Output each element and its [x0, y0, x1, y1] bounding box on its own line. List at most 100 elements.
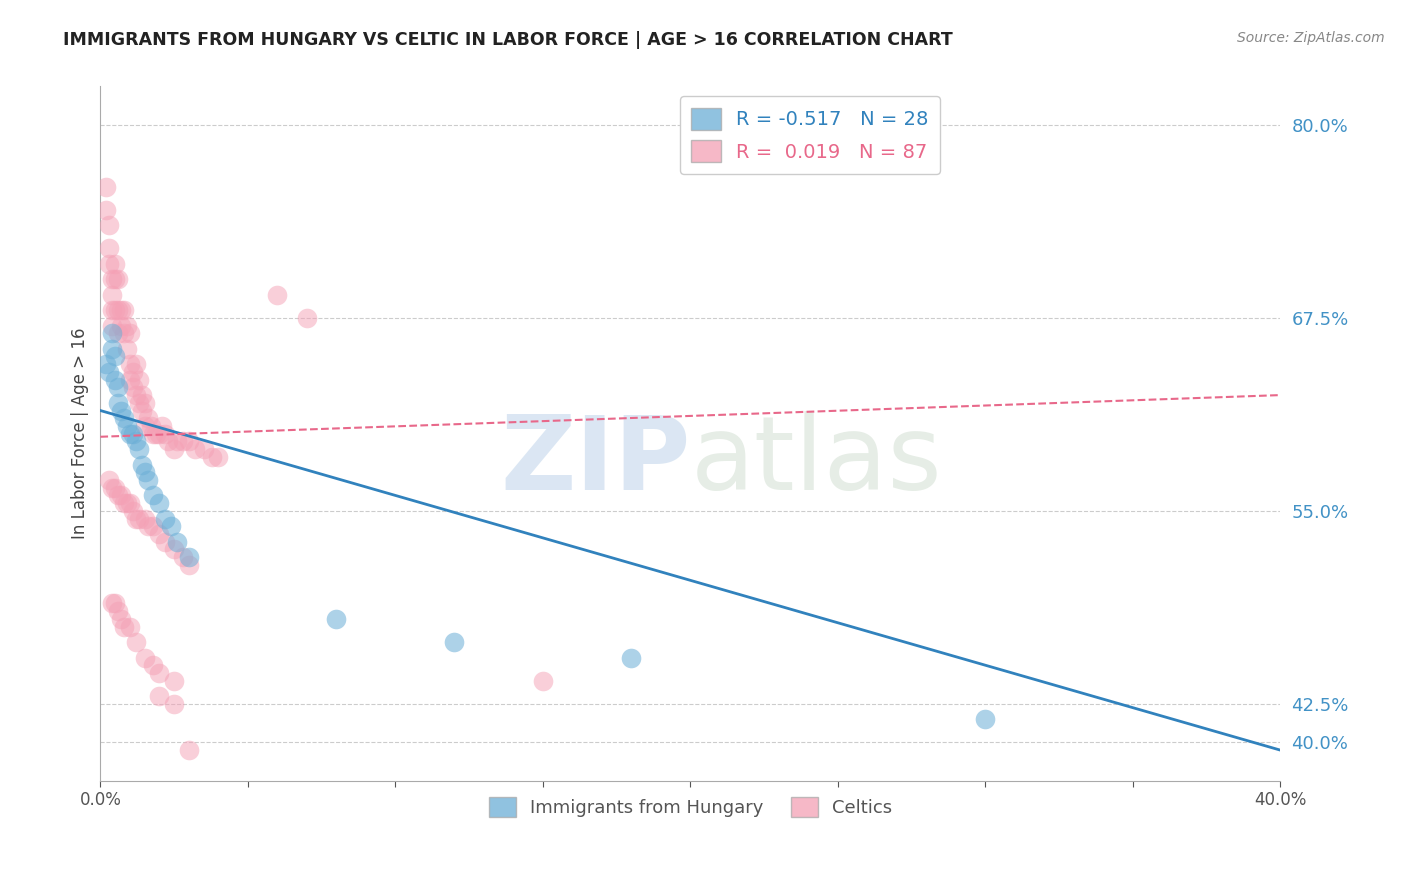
Point [118, 373, 141, 387]
Point [177, 743, 200, 757]
Point [266, 287, 288, 301]
Point [142, 488, 165, 502]
Point [98, 257, 121, 271]
Point [101, 272, 124, 286]
Point [112, 411, 135, 425]
Point [134, 419, 156, 434]
Point [107, 380, 129, 394]
Point [118, 496, 141, 510]
Point [134, 511, 156, 525]
Point [98, 473, 121, 487]
Point [107, 604, 129, 618]
Point [136, 519, 159, 533]
Point [101, 287, 124, 301]
Point [157, 434, 180, 449]
Point [172, 434, 194, 449]
Point [207, 450, 229, 464]
Point [166, 434, 188, 449]
Point [139, 419, 162, 434]
Point [104, 373, 127, 387]
Point [134, 650, 156, 665]
Point [101, 318, 124, 333]
Point [121, 426, 143, 441]
Point [163, 697, 186, 711]
Point [104, 597, 127, 611]
Point [96, 179, 118, 194]
Point [121, 365, 143, 379]
Point [148, 689, 170, 703]
Point [125, 511, 148, 525]
Point [96, 357, 118, 371]
Point [166, 534, 188, 549]
Point [193, 442, 215, 456]
Point [163, 442, 186, 456]
Point [136, 411, 159, 425]
Point [115, 318, 138, 333]
Point [184, 442, 207, 456]
Point [128, 373, 150, 387]
Point [104, 272, 127, 286]
Point [112, 496, 135, 510]
Point [118, 620, 141, 634]
Point [101, 481, 124, 495]
Text: atlas: atlas [690, 411, 942, 512]
Point [125, 434, 148, 449]
Point [128, 511, 150, 525]
Point [295, 310, 318, 325]
Point [115, 496, 138, 510]
Point [155, 534, 177, 549]
Point [172, 550, 194, 565]
Point [104, 257, 127, 271]
Point [155, 426, 177, 441]
Point [155, 511, 177, 525]
Point [177, 434, 200, 449]
Point [142, 658, 165, 673]
Point [136, 473, 159, 487]
Point [134, 465, 156, 479]
Point [118, 357, 141, 371]
Point [142, 519, 165, 533]
Point [177, 558, 200, 572]
Point [107, 272, 129, 286]
Point [115, 342, 138, 356]
Point [118, 326, 141, 341]
Point [443, 635, 465, 649]
Point [131, 388, 153, 402]
Text: ZIP: ZIP [501, 411, 690, 512]
Point [163, 542, 186, 557]
Point [118, 426, 141, 441]
Point [145, 426, 167, 441]
Point [115, 419, 138, 434]
Point [148, 665, 170, 680]
Point [531, 673, 554, 688]
Point [974, 712, 997, 726]
Point [160, 519, 183, 533]
Point [98, 365, 121, 379]
Point [121, 380, 143, 394]
Point [101, 303, 124, 318]
Point [125, 357, 148, 371]
Point [101, 342, 124, 356]
Text: Source: ZipAtlas.com: Source: ZipAtlas.com [1237, 31, 1385, 45]
Point [110, 318, 132, 333]
Point [125, 635, 148, 649]
Point [163, 673, 186, 688]
Point [201, 450, 224, 464]
Legend: Immigrants from Hungary, Celtics: Immigrants from Hungary, Celtics [481, 789, 900, 824]
Point [107, 396, 129, 410]
Point [104, 350, 127, 364]
Point [150, 419, 173, 434]
Point [107, 488, 129, 502]
Point [128, 442, 150, 456]
Point [107, 326, 129, 341]
Point [98, 219, 121, 233]
Point [325, 612, 347, 626]
Point [177, 550, 200, 565]
Point [134, 396, 156, 410]
Point [110, 303, 132, 318]
Point [101, 597, 124, 611]
Point [112, 620, 135, 634]
Point [101, 326, 124, 341]
Point [121, 504, 143, 518]
Point [112, 303, 135, 318]
